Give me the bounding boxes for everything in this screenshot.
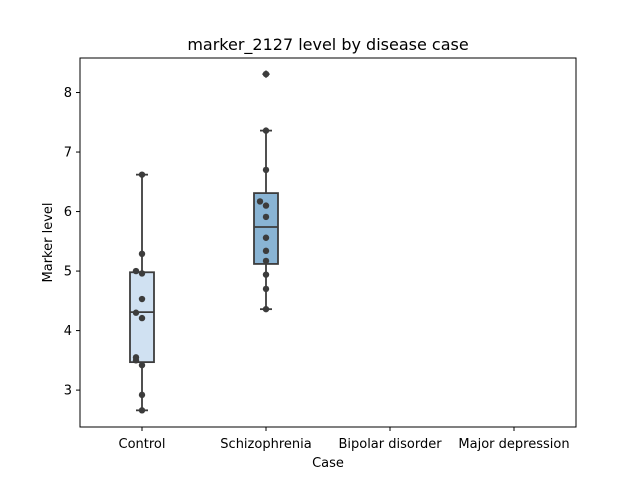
y-tick-label: 4: [64, 324, 72, 339]
data-point: [132, 267, 140, 275]
y-axis-title: Marker level: [41, 203, 56, 283]
data-point: [262, 202, 270, 209]
data-point: [138, 407, 146, 414]
plot-area: [129, 70, 279, 414]
data-point: [262, 271, 270, 278]
chart-title: marker_2127 level by disease case: [187, 35, 468, 55]
data-point: [262, 127, 270, 134]
x-tick-label: Bipolar disorder: [338, 437, 442, 452]
data-point: [262, 305, 270, 313]
x-tick-label: Control: [119, 437, 166, 452]
data-point: [262, 285, 270, 293]
y-tick-label: 6: [64, 205, 72, 220]
y-tick-label: 5: [64, 265, 72, 280]
data-point: [256, 198, 264, 205]
x-tick-label: Major depression: [458, 437, 569, 452]
box-group: [129, 171, 155, 414]
x-axis-title: Case: [312, 456, 344, 471]
plot-frame: [79, 57, 577, 428]
data-point: [262, 166, 270, 174]
data-point: [138, 391, 146, 399]
data-point: [132, 354, 140, 361]
data-point: [262, 234, 270, 241]
box-group: [253, 70, 279, 313]
data-point: [262, 213, 270, 221]
y-tick-label: 7: [64, 146, 72, 161]
data-point: [138, 295, 146, 303]
y-tick-label: 8: [64, 86, 72, 101]
x-tick-label: Schizophrenia: [220, 437, 311, 452]
data-point: [262, 70, 270, 78]
data-point: [262, 247, 270, 255]
y-tick-label: 3: [64, 384, 72, 399]
data-point: [138, 314, 146, 322]
data-point: [138, 250, 146, 258]
data-point: [138, 270, 146, 277]
data-point: [132, 309, 140, 316]
data-point: [138, 171, 146, 178]
data-point: [262, 257, 270, 265]
data-point: [138, 361, 146, 369]
